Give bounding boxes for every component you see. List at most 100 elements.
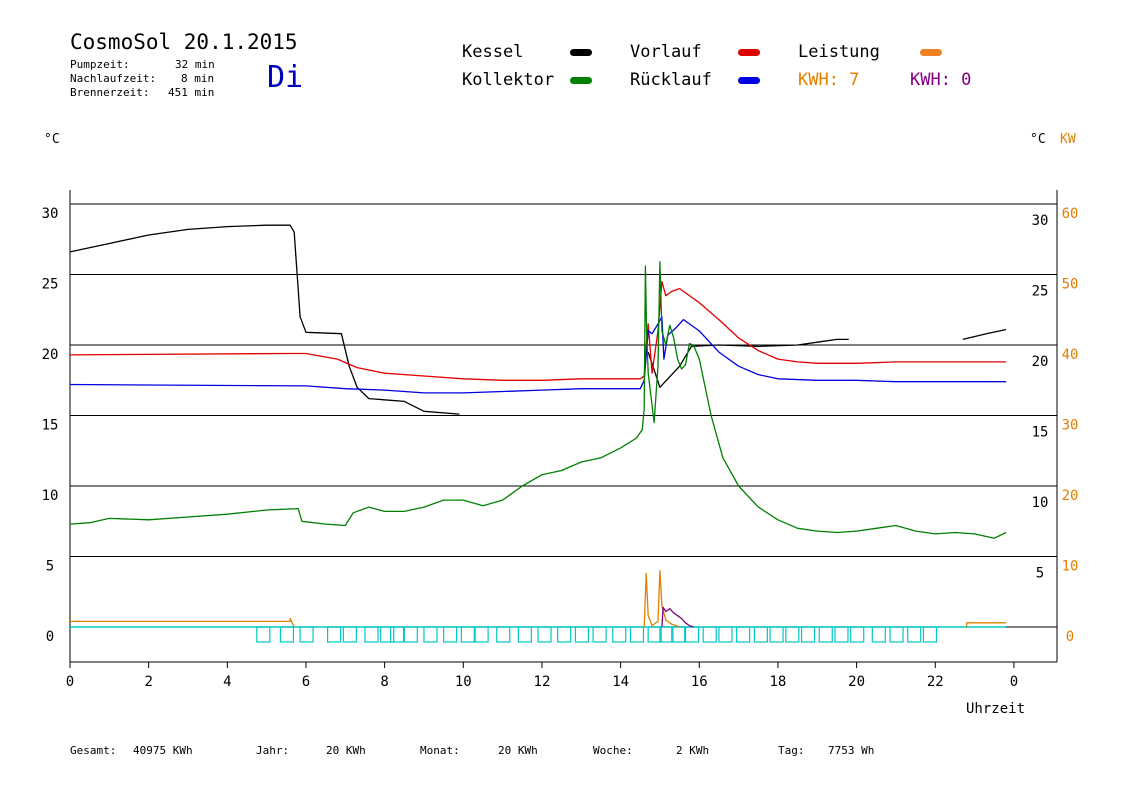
pump-marker <box>922 626 938 643</box>
series-line-rücklauf <box>69 316 1007 394</box>
x-tick-label: 22 <box>927 674 944 690</box>
pump-marker <box>612 626 627 643</box>
pump-marker <box>702 626 717 643</box>
y-right-tick-label: 25 <box>1032 284 1049 300</box>
brenner-value: 451 min <box>168 86 215 99</box>
footer-gesamt-value: 40975 KWh <box>133 744 193 757</box>
legend-kwh2: KWH: 0 <box>910 70 972 90</box>
y-kw-tick-label: 0 <box>1066 629 1074 645</box>
y-kw-tick-label: 10 <box>1062 559 1079 575</box>
footer-jahr-label: Jahr: <box>256 744 290 757</box>
series-lines <box>69 224 1007 628</box>
x-tick-label: 12 <box>534 674 551 690</box>
pump-marker <box>557 626 572 643</box>
x-tick-label: 6 <box>302 674 310 690</box>
legend-leistung-swatch <box>920 49 942 56</box>
nachlauf-label: Nachlaufzeit: <box>70 72 157 85</box>
x-tick-label: 0 <box>1010 674 1018 690</box>
pump-marker <box>785 626 800 643</box>
series-line-kwh2 <box>661 606 694 628</box>
legend-kessel-swatch <box>570 49 592 56</box>
x-tick-label: 16 <box>691 674 708 690</box>
footer-gesamt-label: Gesamt: <box>70 744 117 757</box>
y-right-tick-label: 20 <box>1032 354 1049 370</box>
pump-marker <box>327 626 342 643</box>
x-tick-label: 14 <box>612 674 629 690</box>
pump-marker <box>342 626 357 643</box>
x-tick-label: 2 <box>144 674 152 690</box>
x-tick-label: 8 <box>380 674 388 690</box>
legend-vorlauf-swatch <box>738 49 760 56</box>
legend-ruecklauf-label: Rücklauf <box>630 70 712 90</box>
chart-title: CosmoSol 20.1.2015 <box>70 30 298 54</box>
legend-kessel-label: Kessel <box>462 42 524 62</box>
pumpzeit-label: Pumpzeit: <box>70 58 130 71</box>
series-line-vorlauf <box>69 280 1007 381</box>
pump-marker <box>629 626 645 643</box>
footer-jahr-value: 20 KWh <box>326 744 366 757</box>
pump-marker <box>684 626 700 643</box>
footer-tag-label: Tag: <box>778 744 805 757</box>
pump-marker <box>364 626 379 643</box>
y-left-tick-label: 5 <box>46 559 54 575</box>
pump-marker <box>389 626 405 643</box>
legend-kollektor-label: Kollektor <box>462 70 555 90</box>
footer-tag-value: 7753 Wh <box>828 744 875 757</box>
series-line-kollektor <box>69 261 1007 539</box>
y-left-tick-label: 20 <box>42 347 59 363</box>
pump-marker <box>256 626 271 643</box>
pump-marker <box>769 626 784 643</box>
pump-marker <box>403 626 418 643</box>
pump-marker <box>889 626 904 643</box>
y-kw-tick-label: 40 <box>1062 347 1079 363</box>
x-tick-label: 0 <box>66 674 74 690</box>
pump-marker <box>423 626 438 643</box>
legend-leistung-label: Leistung <box>798 42 880 62</box>
pump-marker <box>647 626 662 643</box>
right-unit-label: °C <box>1030 132 1046 147</box>
series-line-kessel <box>69 224 460 415</box>
y-kw-tick-label: 50 <box>1062 277 1079 293</box>
pump-marker <box>834 626 849 643</box>
legend-kollektor-swatch <box>570 77 592 84</box>
pump-marker <box>659 626 674 643</box>
nachlauf-value: 8 min <box>181 72 215 85</box>
pump-marker <box>850 626 865 643</box>
pump-marker <box>537 626 552 643</box>
y-left-tick-label: 25 <box>42 277 59 293</box>
legend-vorlauf-label: Vorlauf <box>630 42 702 62</box>
pump-marker <box>496 626 511 643</box>
pumpzeit-value: 32 min <box>175 58 215 71</box>
right-unit-kw-label: KW <box>1060 132 1076 147</box>
grid-lines <box>70 203 1057 628</box>
x-tick-label: 10 <box>455 674 472 690</box>
day-label: Di <box>267 60 304 95</box>
y-right-tick-label: 30 <box>1032 213 1049 229</box>
footer-monat-label: Monat: <box>420 744 460 757</box>
pump-marker <box>753 626 768 643</box>
y-right-tick-label: 15 <box>1032 425 1049 441</box>
footer-woche-value: 2 KWh <box>676 744 710 757</box>
x-axis-label: Uhrzeit <box>966 701 1026 717</box>
series-line-leistung <box>70 617 295 628</box>
pump-marker <box>460 626 475 643</box>
pump-marker <box>736 626 751 643</box>
axes <box>69 190 1058 668</box>
pump-marker <box>474 626 489 643</box>
pump-marker <box>592 626 607 643</box>
pump-marker <box>574 626 589 643</box>
y-right-tick-label: 5 <box>1036 566 1044 582</box>
y-left-tick-label: 15 <box>42 418 59 434</box>
pump-markers <box>70 626 1007 643</box>
pump-marker <box>443 626 458 643</box>
pump-marker <box>907 626 922 643</box>
y-kw-tick-label: 60 <box>1062 206 1079 222</box>
legend-ruecklauf-swatch <box>738 77 760 84</box>
pump-marker <box>380 626 395 643</box>
tick-labels: 0 2 4 6 8 10 12 14 16 18 20 22 0 0 5 10 15 20 25 30 5 10 15 20 2… <box>42 206 1079 690</box>
pump-marker <box>718 626 733 643</box>
pump-marker <box>800 626 816 643</box>
series-line-leistung <box>643 569 680 628</box>
brenner-label: Brennerzeit: <box>70 86 150 99</box>
